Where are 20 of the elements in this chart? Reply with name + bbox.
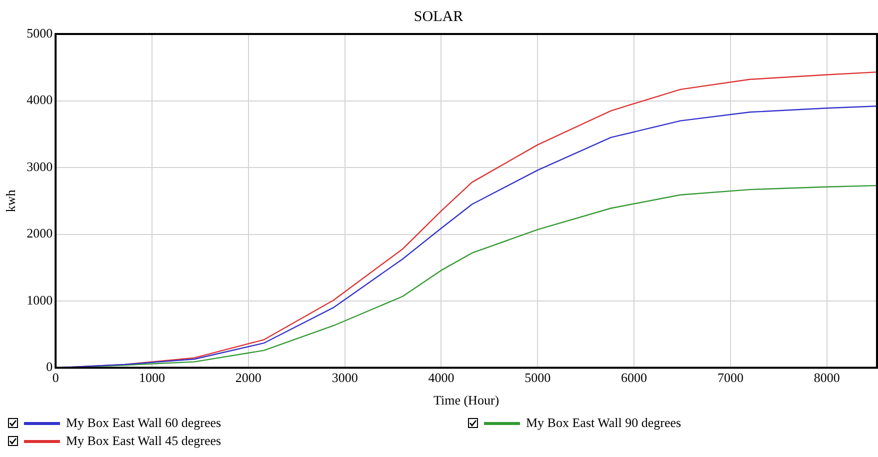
x-tick-label: 3000	[332, 370, 358, 386]
legend-label: My Box East Wall 45 degrees	[66, 433, 222, 449]
x-axis-title: Time (Hour)	[433, 392, 500, 408]
y-tick-label: 2000	[26, 226, 53, 241]
y-tick-label: 3000	[26, 158, 53, 174]
x-tick-label: 2000	[235, 370, 262, 386]
y-tick-label: 5000	[26, 25, 53, 40]
y-tick-label: 4000	[26, 92, 53, 108]
x-tick-label: 6000	[621, 370, 648, 386]
legend-label: My Box East Wall 60 degrees	[66, 415, 222, 431]
legend-label: My Box East Wall 90 degrees	[526, 415, 682, 431]
y-tick-label: 0	[46, 359, 53, 374]
x-tick-label: 7000	[717, 370, 744, 386]
x-tick-label: 8000	[814, 370, 840, 386]
chart-title: SOLAR	[414, 8, 464, 25]
y-axis-title: kwh	[3, 189, 18, 212]
y-tick-label: 1000	[26, 292, 53, 308]
x-tick-label: 1000	[139, 370, 166, 386]
x-tick-label: 5000	[524, 370, 551, 386]
x-tick-label: 4000	[428, 370, 454, 386]
